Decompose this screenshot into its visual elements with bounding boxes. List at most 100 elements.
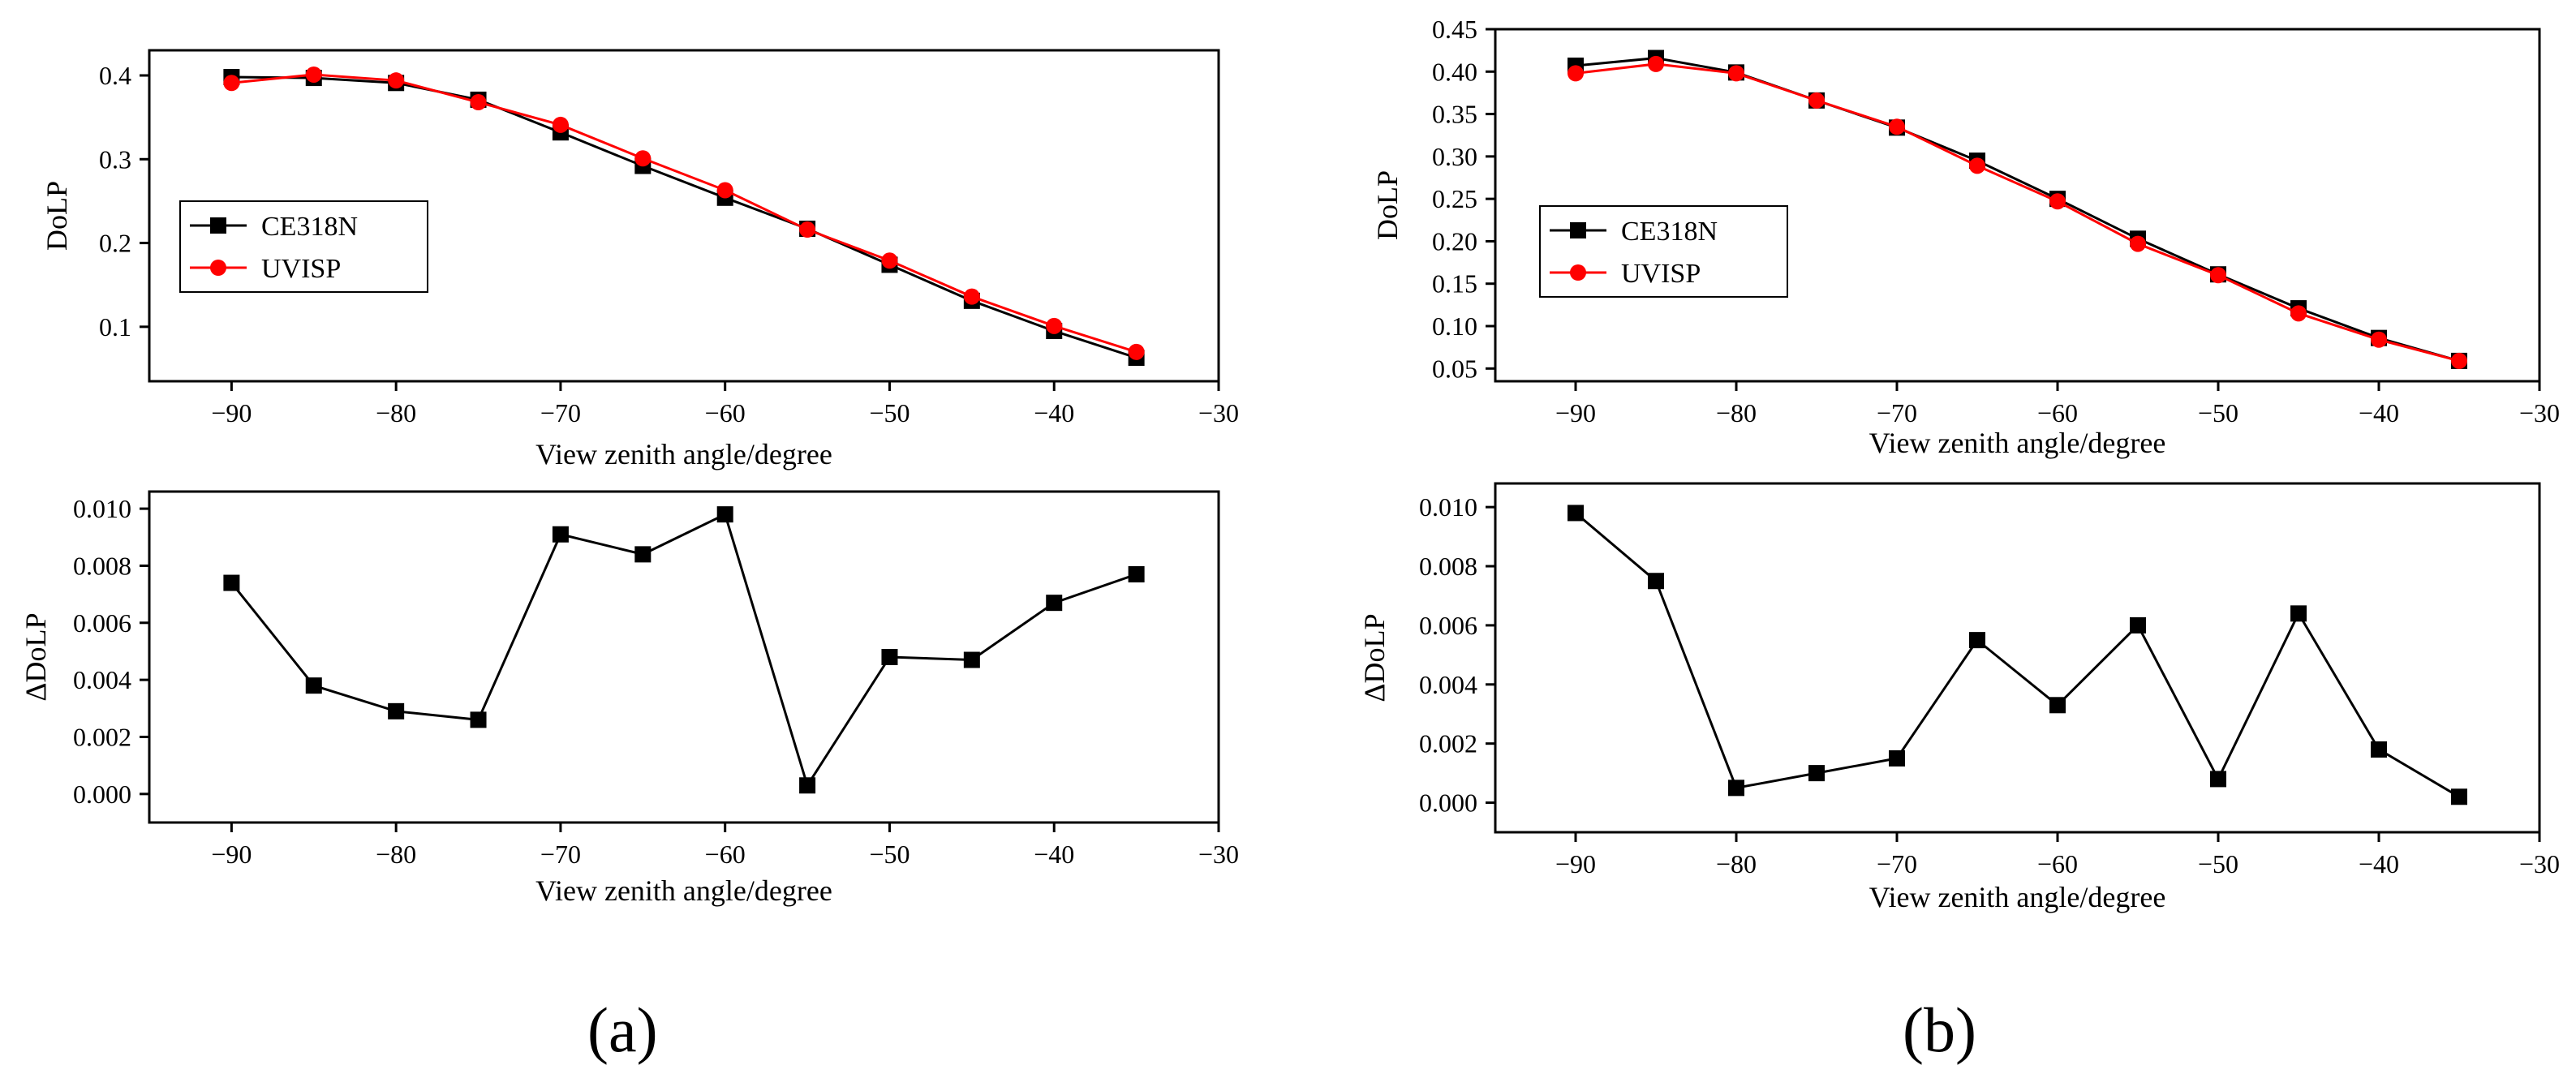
x-tick-label: −60: [2037, 398, 2078, 427]
series-uvisp: [1568, 55, 2467, 369]
y-tick-label: 0.10: [1432, 311, 1477, 341]
data-point: [1808, 92, 1825, 109]
y-tick-label: 0.25: [1432, 184, 1477, 213]
x-axis-label: View zenith angle/degree: [535, 438, 832, 470]
y-tick-label: 0.3: [99, 144, 131, 174]
x-tick-label: −60: [705, 840, 746, 869]
x-tick-label: −60: [705, 398, 746, 427]
data-point: [1128, 343, 1145, 360]
x-axis-label: View zenith angle/degree: [1869, 881, 2166, 913]
y-tick-label: 0.05: [1432, 354, 1477, 383]
series-line: [230, 513, 1137, 788]
data-point: [2290, 305, 2307, 322]
data-point: [1969, 157, 1985, 174]
data-point: [470, 711, 487, 728]
series-line: [1575, 62, 2460, 363]
y-tick-label: 0.2: [99, 229, 131, 258]
y-tick-label: 0.006: [73, 608, 131, 638]
data-point: [470, 94, 487, 111]
data-point: [2130, 235, 2146, 252]
x-tick-label: −80: [1716, 398, 1757, 427]
y-axis-label: ΔDoLP: [19, 612, 52, 701]
data-point: [2210, 267, 2226, 284]
x-tick-label: −40: [1034, 398, 1074, 427]
data-point: [2049, 193, 2066, 210]
data-point: [1046, 317, 1063, 334]
legend-label: UVISP: [261, 254, 341, 284]
data-point: [634, 150, 652, 167]
x-tick-label: −90: [211, 840, 252, 869]
x-tick-label: −70: [1877, 398, 1917, 427]
y-tick-label: 0.20: [1432, 226, 1477, 256]
series-line: [231, 75, 1137, 359]
y-axis-label: DoLP: [41, 181, 73, 251]
y-tick-label: 0.006: [1419, 611, 1477, 640]
data-point: [552, 526, 569, 543]
data-point: [1889, 750, 1905, 767]
x-tick-label: −60: [2037, 849, 2078, 878]
panel-label-a: (a): [587, 994, 658, 1065]
data-point: [223, 574, 240, 591]
data-point: [388, 702, 405, 719]
legend-label: CE318N: [1621, 217, 1718, 247]
data-point: [2451, 788, 2467, 805]
y-tick-label: 0.002: [73, 722, 131, 751]
x-tick-label: −90: [1555, 398, 1596, 427]
data-point: [2371, 331, 2387, 348]
x-axis-label: View zenith angle/degree: [1869, 427, 2166, 459]
data-point: [2210, 771, 2226, 788]
x-tick-label: −30: [1198, 840, 1239, 869]
data-point: [716, 506, 733, 523]
x-tick-label: −80: [376, 398, 416, 427]
data-point: [305, 66, 322, 83]
legend: CE318N UVISP: [179, 200, 428, 293]
panel-label-b: (b): [1903, 994, 1976, 1065]
data-point: [1568, 505, 1584, 522]
data-point: [305, 677, 322, 694]
y-tick-label: 0.008: [73, 551, 131, 580]
data-point: [552, 116, 569, 133]
x-tick-label: −30: [2519, 849, 2560, 878]
x-tick-label: −40: [2359, 849, 2399, 878]
y-tick-label: 0.008: [1419, 552, 1477, 581]
data-point: [1728, 65, 1744, 82]
y-tick-label: 0.30: [1432, 142, 1477, 171]
chart-b-bottom: −90 −80 −70 −60 −50 −40 −30 0.000 0.002 0.004 0.00…: [1358, 482, 2560, 913]
y-tick-label: 0.010: [73, 494, 131, 523]
x-tick-label: −90: [211, 398, 252, 427]
y-tick-label: 0.000: [1419, 788, 1477, 818]
x-tick-label: −70: [540, 840, 581, 869]
x-tick-label: −70: [540, 398, 581, 427]
data-point: [799, 221, 816, 238]
data-point: [963, 651, 980, 668]
data-point: [1568, 65, 1584, 82]
series-dolp: [223, 506, 1145, 794]
x-tick-label: −80: [376, 840, 416, 869]
legend-box: [1539, 205, 1788, 298]
plot-frame: [1494, 28, 2541, 383]
data-point: [388, 72, 405, 89]
x-tick-label: −50: [2198, 849, 2238, 878]
y-tick-label: 0.004: [73, 665, 131, 694]
y-tick-label: 0.000: [73, 780, 131, 809]
chart-a-top: −90 −80 −70 −60 −50 −40 −30 0.1 0.2 0.3 0.4 View ze…: [41, 49, 1239, 470]
data-point: [2049, 697, 2066, 714]
y-tick-label: 0.4: [99, 61, 131, 90]
y-tick-label: 0.010: [1419, 492, 1477, 522]
data-point: [799, 777, 816, 794]
series-dolp: [1568, 505, 2467, 805]
data-point: [1648, 55, 1664, 72]
series-uvisp: [223, 66, 1145, 360]
x-tick-label: −40: [1034, 840, 1074, 869]
legend-box: [179, 200, 428, 293]
data-point: [223, 75, 240, 92]
legend: CE318N UVISP: [1539, 205, 1788, 298]
legend-marker-circle: [1570, 264, 1586, 281]
x-tick-label: −70: [1877, 849, 1917, 878]
data-point: [1046, 595, 1063, 612]
series-line: [1575, 512, 2460, 798]
data-point: [1808, 765, 1825, 782]
data-point: [716, 182, 733, 199]
x-tick-label: −80: [1716, 849, 1757, 878]
